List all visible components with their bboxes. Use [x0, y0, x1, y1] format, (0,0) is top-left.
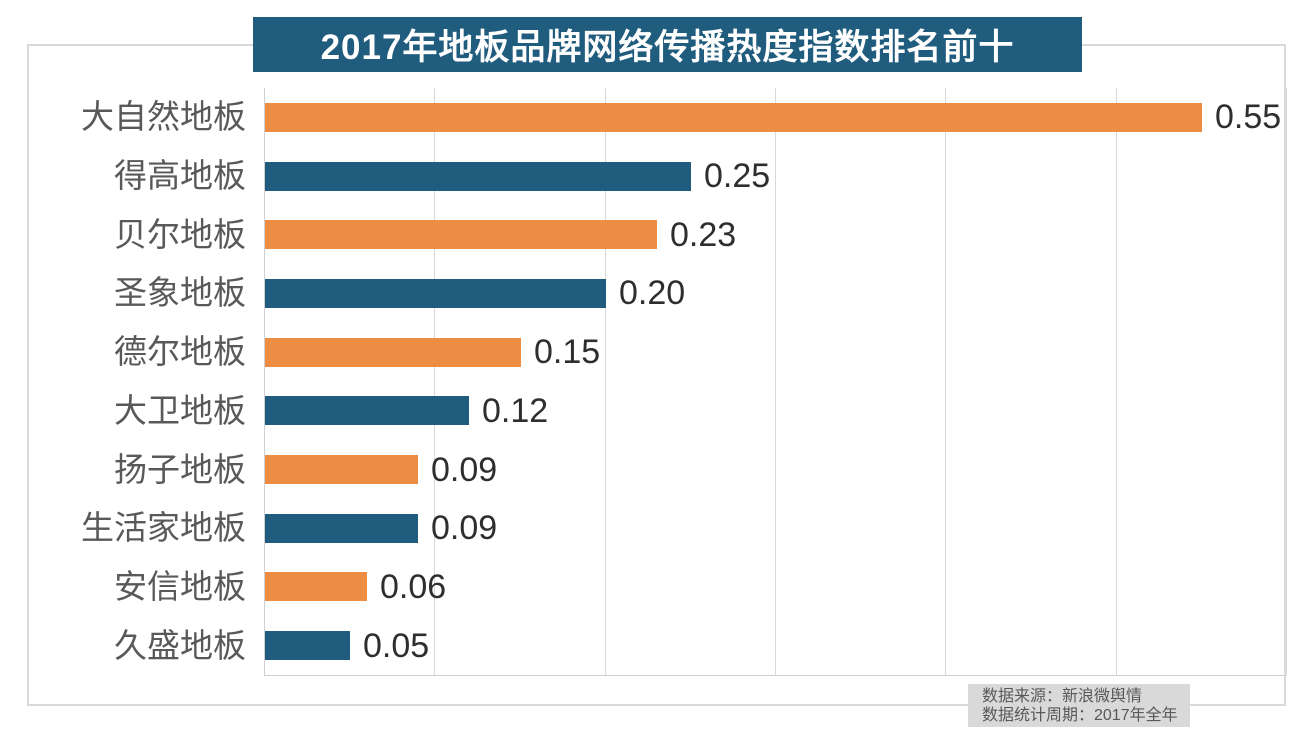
- category-label: 久盛地板: [114, 627, 246, 664]
- gridline: [1116, 88, 1117, 675]
- chart-title-bar: 2017年地板品牌网络传播热度指数排名前十: [253, 17, 1082, 72]
- gridline: [1286, 88, 1287, 675]
- bar: [265, 455, 418, 484]
- value-label: 0.05: [363, 627, 430, 665]
- category-label: 安信地板: [114, 568, 246, 605]
- source-note-line2: 数据统计周期：2017年全年: [982, 707, 1178, 724]
- value-label: 0.25: [704, 157, 771, 195]
- category-label: 生活家地板: [81, 509, 246, 546]
- plot-area: [264, 88, 1287, 676]
- category-label: 圣象地板: [114, 274, 246, 311]
- value-label: 0.55: [1215, 98, 1282, 136]
- gridline: [775, 88, 776, 675]
- source-note-line1: 数据来源：新浪微舆情: [982, 688, 1143, 705]
- category-label: 德尔地板: [114, 333, 246, 370]
- bar: [265, 220, 657, 249]
- bar: [265, 572, 367, 601]
- gridline: [605, 88, 606, 675]
- category-label: 大自然地板: [81, 98, 246, 135]
- category-label: 大卫地板: [114, 392, 246, 429]
- value-label: 0.20: [619, 274, 686, 312]
- bar: [265, 103, 1202, 132]
- bar: [265, 396, 469, 425]
- category-label: 扬子地板: [114, 451, 246, 488]
- y-axis-line: [264, 88, 265, 675]
- x-axis-line: [264, 675, 1286, 676]
- bar: [265, 338, 521, 367]
- value-label: 0.06: [380, 568, 447, 606]
- value-label: 0.12: [482, 392, 549, 430]
- category-label: 得高地板: [114, 157, 246, 194]
- value-label: 0.09: [431, 509, 498, 547]
- value-label: 0.09: [431, 451, 498, 489]
- value-label: 0.23: [670, 216, 737, 254]
- source-note-box: 数据来源：新浪微舆情 数据统计周期：2017年全年: [968, 684, 1190, 727]
- chart-title: 2017年地板品牌网络传播热度指数排名前十: [320, 28, 1015, 67]
- gridline: [434, 88, 435, 675]
- gridline: [945, 88, 946, 675]
- bar: [265, 514, 418, 543]
- bar: [265, 631, 350, 660]
- value-label: 0.15: [534, 333, 601, 371]
- category-label: 贝尔地板: [114, 216, 246, 253]
- bar: [265, 279, 606, 308]
- bar: [265, 162, 691, 191]
